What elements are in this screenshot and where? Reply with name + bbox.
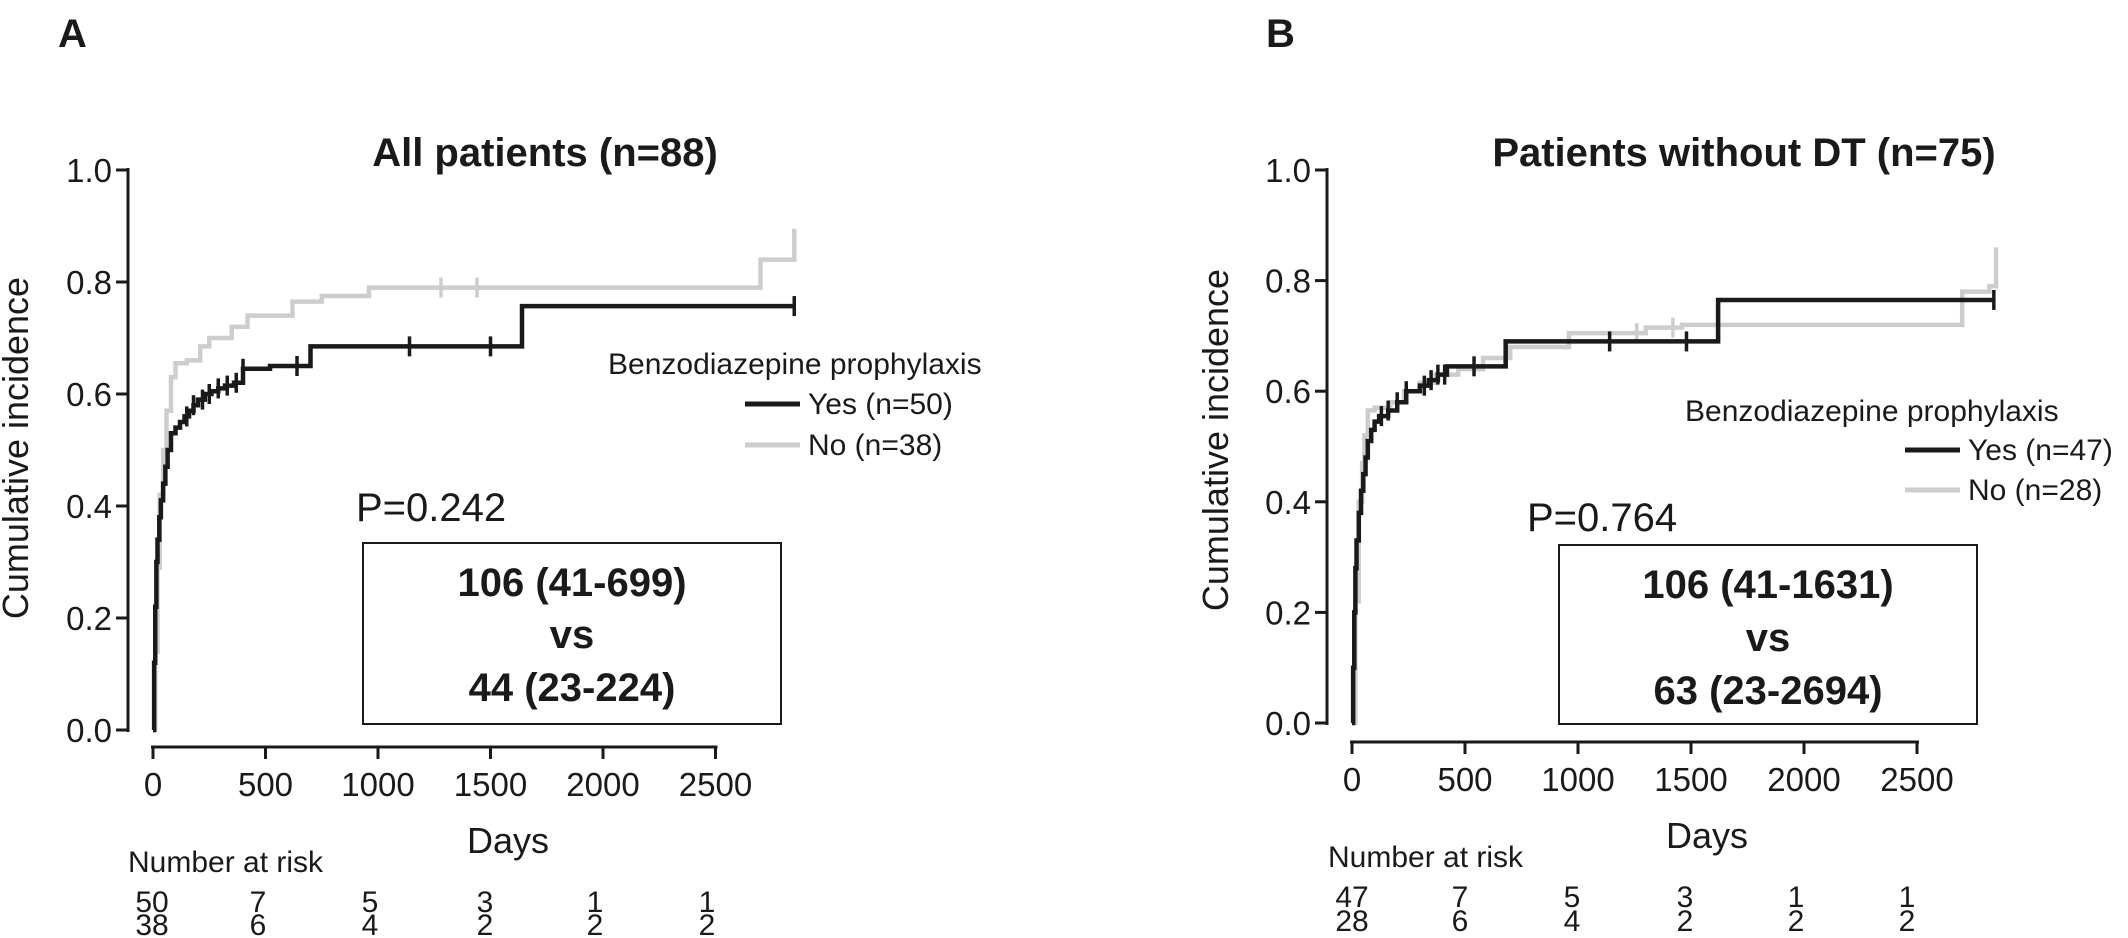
legend-title: Benzodiazepine prophylaxis [1685,395,2059,428]
legend: Benzodiazepine prophylaxis Yes (n=50) No (… [608,348,982,462]
x-tick-label: 2500 [1880,761,1953,798]
risk-count: 2 [1788,905,1805,938]
panel-a: A All patients (n=88) 0.0 0.2 0.4 0.6 0.8 1.0 0 5… [0,12,982,938]
risk-count: 1 [587,886,604,919]
y-axis-label: Cumulative incidence [1195,269,1236,611]
risk-count: 3 [1677,881,1694,914]
risk-count: 1 [699,886,716,919]
y-tick-label: 0.8 [1265,263,1311,300]
legend-label-yes: Yes (n=50) [808,388,953,421]
risk-count: 47 [1335,881,1368,914]
risk-count: 2 [1899,905,1916,938]
panel-b: B Patients without DT (n=75) 0.0 0.2 0.4 0.6 0… [1195,12,2113,938]
risk-table: Number at risk 50 7 5 3 1 1 38 6 4 2 2 2 [128,846,715,938]
series-line-yes [151,303,795,733]
median-box-line: 106 (41-1631) [1642,563,1893,607]
risk-table-title: Number at risk [128,846,324,879]
x-tick-label: 500 [238,766,293,803]
x-tick-label: 2000 [566,766,639,803]
median-box: 106 (41-1631) vs 63 (23-2694) [1558,544,1978,725]
y-tick-label: 0.2 [66,600,112,637]
median-box-line: 44 (23-224) [469,666,676,710]
risk-count: 6 [250,909,267,938]
risk-count: 4 [362,909,379,938]
y-tick-label: 1.0 [1265,152,1311,189]
y-tick-label: 0.4 [66,488,112,525]
y-tick-label: 0.0 [66,712,112,749]
risk-table-title: Number at risk [1328,841,1524,874]
median-box-frame [1558,544,1978,725]
legend-label-no: No (n=28) [1968,474,2102,507]
risk-count: 6 [1452,905,1469,938]
risk-count: 7 [250,886,267,919]
x-tick-label: 1500 [1654,761,1727,798]
legend-label-no: No (n=38) [808,429,942,462]
x-tick-label: 1000 [1541,761,1614,798]
legend-label-yes: Yes (n=47) [1968,434,2113,467]
y-axis-label: Cumulative incidence [0,277,36,619]
median-box-line: vs [1746,616,1791,660]
risk-count: 3 [477,886,494,919]
y-tick-label: 0.6 [66,376,112,413]
median-box-line: vs [550,613,595,657]
risk-count: 2 [699,909,716,938]
chart-title: Patients without DT (n=75) [1492,131,1995,175]
risk-count: 2 [477,909,494,938]
y-tick-label: 0.2 [1265,594,1311,631]
risk-count: 7 [1452,881,1469,914]
p-value: P=0.242 [356,486,506,530]
risk-count: 28 [1335,905,1368,938]
x-tick-label: 2500 [679,766,752,803]
risk-count: 2 [1677,905,1694,938]
median-box-line: 63 (23-2694) [1653,669,1882,713]
legend: Benzodiazepine prophylaxis Yes (n=47) No (… [1685,395,2113,507]
risk-count: 38 [135,909,168,938]
x-tick-label: 1500 [454,766,527,803]
y-tick-label: 0.8 [66,264,112,301]
median-box-line: 106 (41-699) [457,561,686,605]
y-tick-label: 1.0 [66,152,112,189]
series-line-no [1352,247,1999,726]
risk-count: 5 [1564,881,1581,914]
x-axis-label: Days [1666,815,1748,856]
legend-title: Benzodiazepine prophylaxis [608,348,982,381]
panel-letter: B [1266,12,1295,56]
risk-table: Number at risk 47 7 5 3 1 1 28 6 4 2 2 2 [1328,841,1915,938]
x-tick-label: 0 [1343,761,1361,798]
x-tick-label: 0 [144,766,162,803]
median-box: 106 (41-699) vs 44 (23-224) [362,542,782,725]
chart-title: All patients (n=88) [372,131,718,175]
panel-letter: A [58,12,87,56]
p-value: P=0.764 [1527,496,1677,540]
risk-count: 1 [1788,881,1805,914]
risk-count: 1 [1899,881,1916,914]
x-tick-label: 2000 [1767,761,1840,798]
risk-count: 5 [362,886,379,919]
y-tick-label: 0.6 [1265,373,1311,410]
risk-count: 50 [135,886,168,919]
y-tick-label: 0.4 [1265,484,1311,521]
risk-count: 4 [1564,905,1581,938]
x-axis-label: Days [467,820,549,861]
y-tick-label: 0.0 [1265,705,1311,742]
x-tick-label: 1000 [341,766,414,803]
risk-count: 2 [587,909,604,938]
x-tick-label: 500 [1437,761,1492,798]
median-box-frame [362,542,782,725]
